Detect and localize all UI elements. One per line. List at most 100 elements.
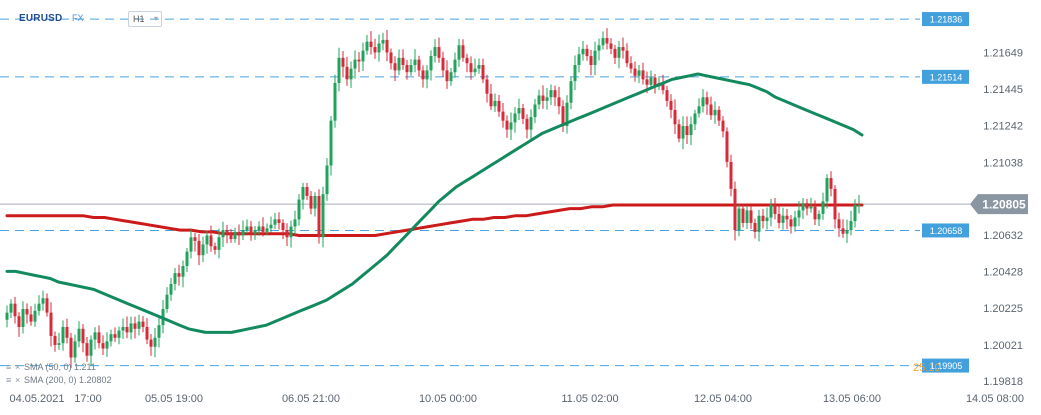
candle[interactable] [565,95,569,134]
candle[interactable] [361,42,365,71]
candle[interactable] [797,201,801,227]
candle[interactable] [577,46,581,73]
candle[interactable] [113,327,117,342]
candle[interactable] [705,91,709,115]
candle[interactable] [741,204,745,228]
candle[interactable] [209,225,213,252]
candle[interactable] [561,100,565,133]
candle[interactable] [25,303,29,324]
candle[interactable] [237,224,241,246]
candle[interactable] [697,98,701,118]
candle[interactable] [805,198,809,216]
candle[interactable] [29,306,33,326]
sma200-legend[interactable]: ≡ × SMA (200, 0) 1.20802 [6,375,112,385]
candle[interactable] [253,226,257,240]
candle[interactable] [33,303,37,327]
candle[interactable] [65,318,69,344]
candle[interactable] [537,89,541,110]
candle[interactable] [745,205,749,229]
candle[interactable] [717,106,721,126]
candle[interactable] [381,32,385,51]
candle[interactable] [273,212,277,230]
candle[interactable] [533,98,537,124]
candle[interactable] [557,86,561,115]
candle[interactable] [101,335,105,355]
candle[interactable] [249,220,253,241]
candle[interactable] [297,194,301,226]
symbol-label[interactable]: EURUSD [19,13,63,24]
candle[interactable] [153,328,157,358]
candle[interactable] [813,200,817,225]
candle[interactable] [97,325,101,349]
candle[interactable] [133,316,137,339]
candle[interactable] [137,314,141,336]
candle[interactable] [353,50,357,79]
candle[interactable] [129,316,133,340]
candle[interactable] [141,316,145,333]
candle[interactable] [301,182,305,210]
candle[interactable] [689,116,693,146]
candle[interactable] [753,218,757,239]
candle[interactable] [93,327,97,350]
candle[interactable] [585,44,589,61]
candle[interactable] [89,335,93,366]
candle[interactable] [185,247,189,273]
candle[interactable] [821,192,825,220]
candle[interactable] [685,116,689,144]
candle[interactable] [241,220,245,241]
candle[interactable] [337,47,341,92]
candle[interactable] [477,58,481,74]
candle[interactable] [53,331,57,352]
sma50-line[interactable] [5,72,864,334]
candle[interactable] [725,127,729,168]
candle[interactable] [433,39,437,63]
candle[interactable] [169,278,173,301]
candle[interactable] [277,212,281,230]
candle[interactable] [285,223,289,247]
candle[interactable] [349,61,353,88]
close-icon[interactable]: × [15,362,21,372]
candle[interactable] [469,56,473,80]
candle[interactable] [509,112,513,141]
candle[interactable] [493,93,497,112]
candle[interactable] [69,332,73,369]
candle[interactable] [473,58,477,77]
candle[interactable] [85,337,89,362]
candle[interactable] [765,207,769,230]
candle[interactable] [189,229,193,259]
candle[interactable] [569,76,573,110]
candle[interactable] [9,299,13,318]
candle[interactable] [305,182,309,201]
candle[interactable] [573,55,577,91]
candle[interactable] [197,233,201,266]
candle[interactable] [721,116,725,138]
candle[interactable] [317,189,321,244]
candle[interactable] [201,236,205,263]
candle[interactable] [625,43,629,68]
candle[interactable] [581,40,585,61]
candle[interactable] [217,228,221,259]
sma200-line[interactable] [5,203,864,237]
candle[interactable] [777,204,781,229]
candle[interactable] [261,217,265,237]
candle[interactable] [809,197,813,213]
candle[interactable] [61,320,65,351]
candle[interactable] [269,216,273,233]
candle[interactable] [225,224,229,244]
candle[interactable] [521,103,525,124]
candle[interactable] [389,48,393,70]
candle[interactable] [233,227,237,243]
candle[interactable] [597,38,601,61]
candle[interactable] [321,186,325,248]
candle[interactable] [57,332,61,350]
candle[interactable] [525,114,529,139]
candle[interactable] [673,99,677,135]
candle[interactable] [409,59,413,76]
candle[interactable] [265,223,269,236]
candle[interactable] [205,230,209,254]
candle[interactable] [293,210,297,235]
candle[interactable] [377,34,381,62]
candle[interactable] [149,334,153,356]
candle[interactable] [553,85,557,106]
